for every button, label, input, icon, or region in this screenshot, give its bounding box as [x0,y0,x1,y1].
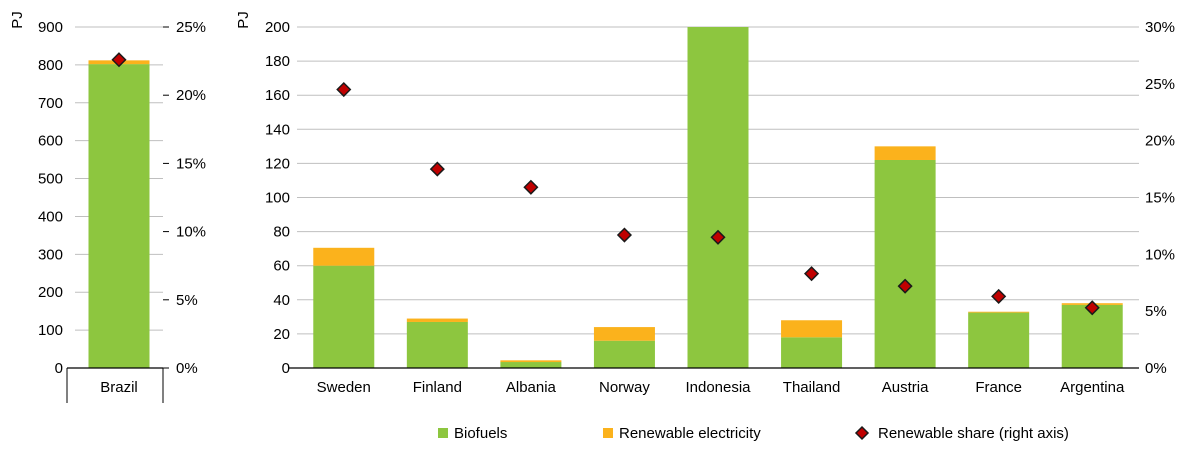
bar-biofuels-argentina [1061,304,1123,368]
x-tick-label-indonesia: Indonesia [685,379,751,396]
y2-tick-label: 30% [1145,19,1175,36]
bar-biofuels-sweden [313,265,375,368]
y2-tick-label: 0% [1145,360,1167,377]
y-tick-label: 140 [265,121,290,138]
bar-renewable-electricity-france [968,311,1030,313]
x-tick-label-finland: Finland [413,379,462,396]
y2-tick-label: 5% [1145,303,1167,320]
x-tick-label-thailand: Thailand [783,379,841,396]
y-axis-title: PJ [235,11,252,29]
y2-tick-label: 20% [1145,133,1175,150]
x-tick-label-brazil: Brazil [100,379,138,396]
share-marker-sweden [336,81,352,98]
y-tick-label: 200 [265,19,290,36]
x-tick-label-austria: Austria [882,379,929,396]
x-tick-label-sweden: Sweden [317,379,371,396]
legend-swatch-biofuels [438,428,448,438]
y2-tick-label: 15% [176,155,206,172]
y-tick-label: 700 [38,95,63,112]
legend-label-biofuels: Biofuels [454,425,507,442]
share-marker-albania [523,179,539,195]
y-tick-label: 200 [38,284,63,301]
bar-biofuels-france [968,312,1030,368]
y2-tick-label: 10% [1145,246,1175,263]
y-tick-label: 0 [282,360,290,377]
y-tick-label: 800 [38,57,63,74]
y2-tick-label: 10% [176,224,206,241]
y2-tick-label: 25% [1145,76,1175,93]
bar-renewable-electricity-finland [406,318,468,322]
x-tick-label-albania: Albania [506,379,557,396]
bar-renewable-electricity-austria [874,146,936,160]
y2-tick-label: 5% [176,292,198,309]
y-tick-label: 900 [38,19,63,36]
bar-biofuels-brazil [88,64,150,369]
share-marker-brazil [111,52,127,68]
x-tick-label-argentina: Argentina [1060,379,1125,396]
y-tick-label: 160 [265,87,290,104]
bar-biofuels-norway [593,340,655,368]
y-tick-label: 120 [265,155,290,172]
legend-swatch-renewable-electricity [603,428,613,438]
y-tick-label: 400 [38,208,63,225]
legend-swatch-renewable-share-right-axis [854,425,870,441]
bar-biofuels-albania [500,362,562,368]
y-tick-label: 600 [38,133,63,150]
share-marker-thailand [803,266,820,282]
y-tick-label: 100 [38,322,63,339]
bar-renewable-electricity-thailand [781,320,843,338]
y-tick-label: 60 [273,258,290,275]
legend-label-renewable-share-right-axis: Renewable share (right axis) [878,425,1069,442]
y-tick-label: 80 [273,224,290,241]
x-tick-label-france: France [975,379,1022,396]
bar-biofuels-indonesia [687,27,749,368]
bar-biofuels-thailand [781,337,843,368]
bar-biofuels-finland [406,321,468,368]
y2-tick-label: 25% [176,19,206,36]
y2-tick-label: 0% [176,360,198,377]
share-marker-norway [616,227,633,243]
y-tick-label: 100 [265,190,290,207]
bar-renewable-electricity-sweden [313,247,375,266]
y-tick-label: 180 [265,53,290,70]
x-tick-label-norway: Norway [599,379,650,396]
bar-renewable-electricity-albania [500,360,562,363]
y2-tick-label: 15% [1145,190,1175,207]
y-tick-label: 0 [55,360,63,377]
share-marker-austria [897,278,913,294]
share-marker-argentina [1084,300,1100,316]
share-marker-finland [429,161,445,177]
bar-renewable-electricity-norway [593,327,655,341]
y2-tick-label: 20% [176,87,206,104]
share-marker-france [991,288,1007,304]
legend-label-renewable-electricity: Renewable electricity [619,425,761,442]
y-tick-label: 500 [38,171,63,188]
bar-biofuels-austria [874,159,936,368]
y-tick-label: 300 [38,246,63,263]
y-tick-label: 20 [273,326,290,343]
y-axis-title: PJ [9,11,26,29]
y-tick-label: 40 [273,292,290,309]
share-marker-indonesia [710,229,726,245]
